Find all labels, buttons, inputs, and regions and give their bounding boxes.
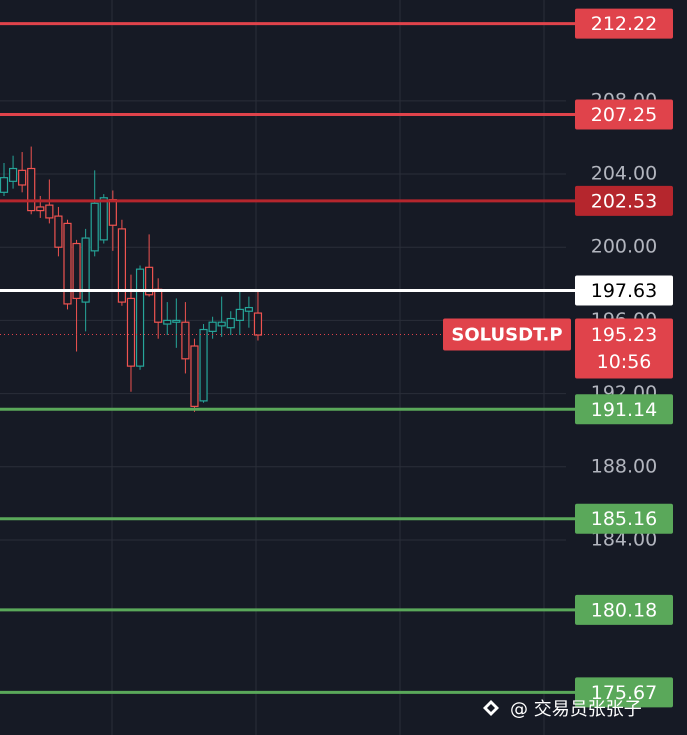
level-label: 185.16 — [591, 508, 657, 530]
level-label-box — [575, 275, 673, 306]
candle-body — [154, 288, 163, 323]
candle-body — [90, 202, 99, 252]
level-label-box — [575, 394, 673, 425]
current-price-label: 195.23 — [591, 324, 657, 346]
candle-body — [126, 297, 136, 367]
candle-body — [81, 237, 90, 303]
candle-body — [226, 317, 235, 329]
candle-body — [244, 306, 253, 312]
level-label-box — [575, 503, 673, 534]
candle-body — [253, 312, 263, 336]
candle-body — [172, 319, 181, 323]
level-label-box — [575, 185, 673, 216]
level-label-box — [575, 99, 673, 130]
candle-body — [108, 199, 117, 226]
symbol-label: SOLUSDT.P — [451, 324, 562, 345]
candle-body — [145, 266, 154, 296]
candle-body — [45, 204, 54, 219]
level-label: 191.14 — [591, 399, 657, 421]
candle-body — [99, 197, 108, 241]
candle-body — [0, 177, 9, 193]
candle-body — [54, 215, 63, 248]
level-label-box — [575, 8, 673, 39]
level-label-box — [575, 594, 673, 625]
level-label: 212.22 — [591, 13, 657, 35]
candle-body — [181, 321, 190, 360]
level-label: 202.53 — [591, 190, 657, 212]
candle-body — [163, 319, 172, 325]
level-label: 207.25 — [591, 104, 657, 126]
watermark: @ 交易员张张子 — [483, 699, 642, 720]
candle-body — [63, 222, 72, 305]
candle-body — [27, 167, 36, 212]
candle-body — [208, 321, 217, 332]
candle-body — [117, 228, 127, 303]
candle-body — [190, 345, 199, 407]
y-tick-label: 200.00 — [591, 236, 657, 258]
level-label: 175.67 — [591, 682, 657, 704]
watermark-text: @ 交易员张张子 — [510, 699, 642, 720]
candle-body — [199, 328, 208, 402]
candle-body — [18, 169, 27, 186]
level-label: 180.18 — [591, 599, 657, 621]
vertical-grid — [111, 0, 545, 735]
watermark-icon — [483, 700, 499, 716]
current-price-box — [575, 318, 673, 379]
level-label-box — [575, 677, 673, 708]
countdown-label: 10:56 — [597, 351, 652, 373]
candle-body — [135, 268, 145, 367]
y-tick-label: 184.00 — [591, 528, 657, 550]
candle-body — [8, 167, 18, 182]
candle-body — [72, 242, 81, 300]
y-tick-label: 204.00 — [591, 163, 657, 185]
level-label: 197.63 — [591, 280, 657, 302]
candle-body — [235, 308, 244, 321]
symbol-box — [443, 318, 571, 351]
candle-body — [217, 321, 226, 327]
y-tick-label: 188.00 — [591, 455, 657, 477]
candle-body — [36, 206, 45, 212]
